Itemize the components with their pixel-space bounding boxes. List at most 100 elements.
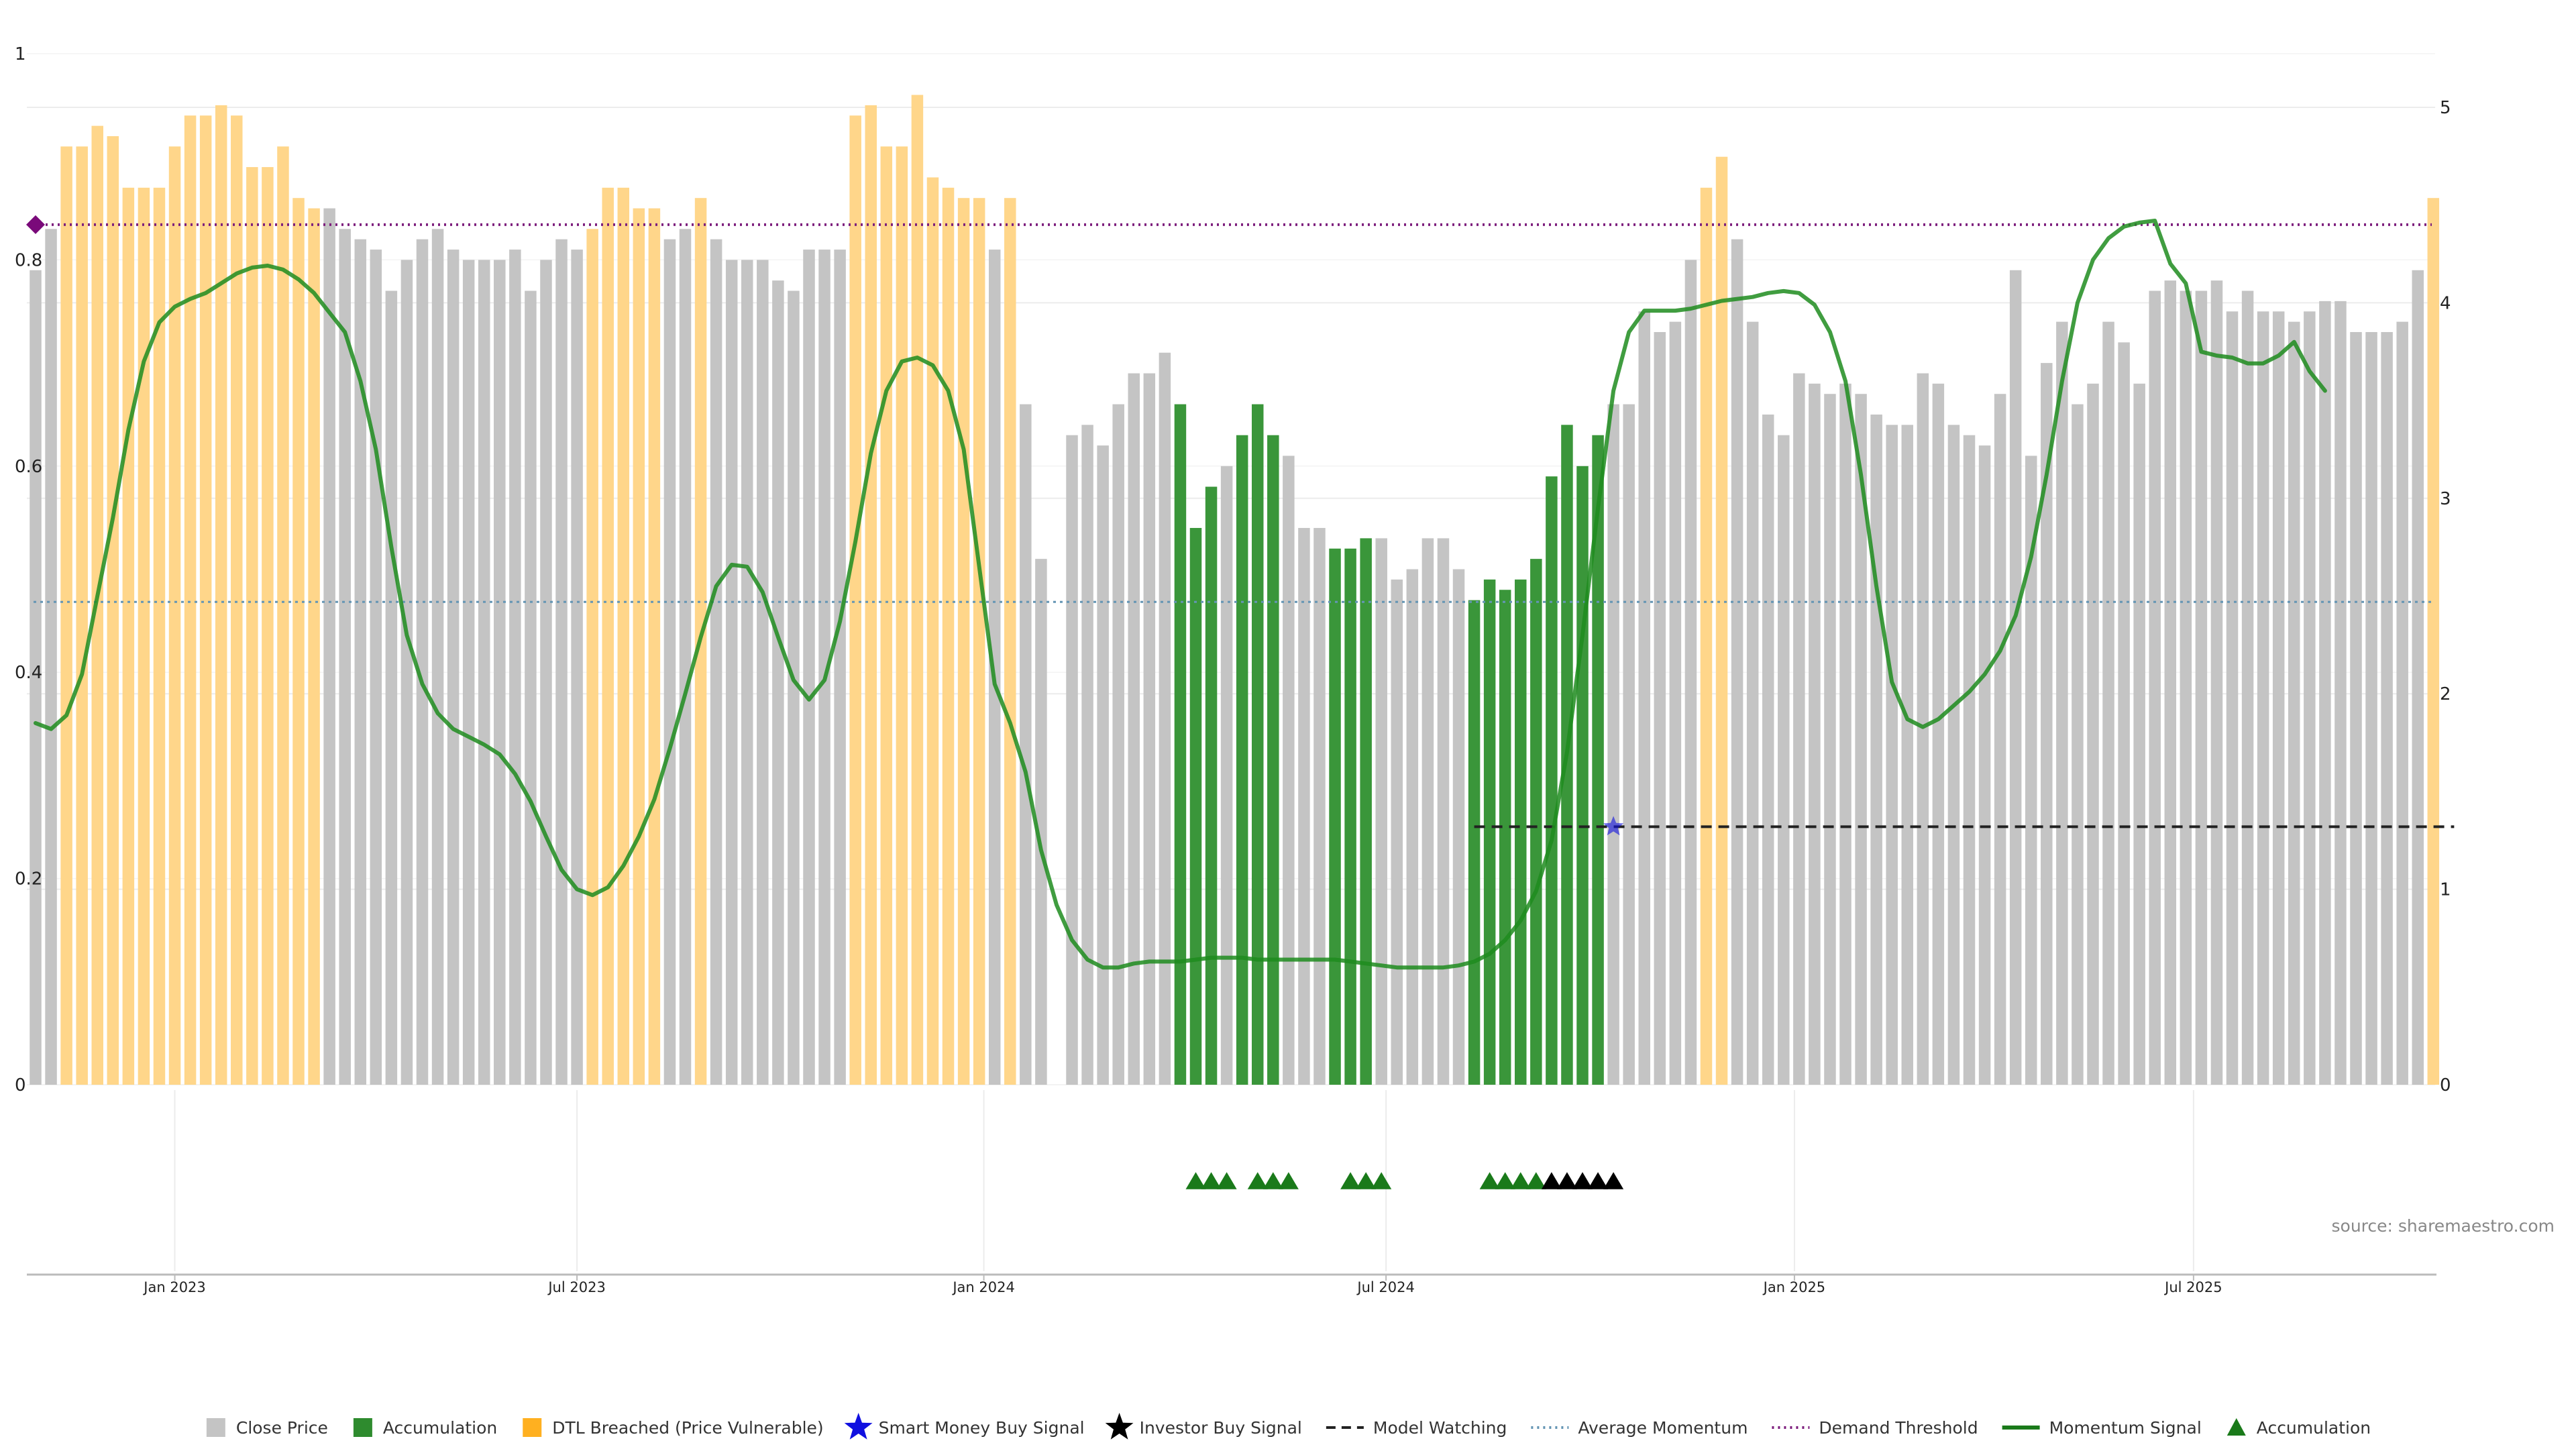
source-label: source: sharemaestro.com: [2332, 1216, 2555, 1236]
smart-money-buy-star: [1603, 816, 1624, 836]
legend-item: Investor Buy Signal: [1105, 1413, 1302, 1440]
investor-buy-marker: [1556, 1172, 1577, 1189]
left-axis-tick-label: 0.8: [15, 250, 42, 270]
legend-item: Model Watching: [1326, 1418, 1507, 1438]
close-price-bar: [1020, 404, 1032, 1085]
close-price-bar: [1081, 425, 1093, 1085]
close-price-bar: [1963, 435, 1976, 1085]
close-price-bar: [834, 250, 846, 1085]
close-price-bar: [741, 260, 753, 1085]
accumulation-bar: [1189, 528, 1202, 1085]
close-price-bar: [509, 250, 521, 1085]
dtl-breached-bar: [911, 95, 924, 1085]
close-price-bar: [1452, 569, 1465, 1085]
close-price-bar: [2041, 363, 2053, 1085]
dtl-breached-bar: [602, 187, 614, 1085]
close-price-bar: [2412, 270, 2424, 1085]
close-price-bar: [447, 250, 460, 1085]
close-price-bar: [679, 229, 692, 1085]
dtl-breached-bar: [648, 208, 661, 1085]
close-price-bar: [1066, 435, 1078, 1085]
close-price-bar: [2226, 311, 2239, 1085]
accumulation-bar: [1530, 559, 1542, 1085]
close-price-bar: [1917, 373, 1929, 1085]
close-price-bar: [2180, 290, 2192, 1085]
legend-triangle-icon: [2226, 1418, 2246, 1436]
accumulation-triangle: [1247, 1172, 1268, 1189]
right-axis-tick-label: 0: [2440, 1075, 2451, 1095]
close-price-bar: [494, 260, 506, 1085]
close-price-bar: [725, 260, 738, 1085]
close-price-bar: [1947, 425, 1960, 1085]
close-price-bar: [431, 229, 444, 1085]
legend-item: Demand Threshold: [1772, 1418, 1978, 1438]
close-price-bar: [2149, 290, 2161, 1085]
accumulation-bar: [1576, 466, 1589, 1085]
dtl-breached-bar: [277, 146, 289, 1085]
close-price-bar: [2365, 331, 2377, 1085]
close-price-bar: [2118, 342, 2130, 1085]
accumulation-bar: [1329, 548, 1341, 1085]
dtl-breached-bar: [942, 187, 955, 1085]
close-price-bar: [1112, 404, 1124, 1085]
x-axis-tick-label: Jul 2023: [547, 1279, 605, 1295]
right-axis-tick-label: 2: [2440, 684, 2451, 704]
accumulation-bar: [1499, 590, 1511, 1085]
investor-buy-marker: [1541, 1172, 1562, 1189]
legend-swatch: [353, 1418, 372, 1437]
close-price-bar: [710, 239, 722, 1085]
close-price-bar: [30, 270, 42, 1085]
close-price-bar: [2072, 404, 2084, 1085]
accumulation-triangle: [1278, 1172, 1299, 1189]
x-axis-tick-label: Jan 2025: [1762, 1279, 1826, 1295]
legend-label: Model Watching: [1373, 1418, 1507, 1438]
accumulation-triangle: [1495, 1172, 1515, 1189]
close-price-bar: [1623, 404, 1635, 1085]
legend-item: Smart Money Buy Signal: [844, 1413, 1085, 1440]
accumulation-bar: [1515, 579, 1527, 1085]
accumulation-triangle: [1201, 1172, 1222, 1189]
x-axis-tick-label: Jul 2024: [1356, 1279, 1414, 1295]
close-price-bar: [2272, 311, 2285, 1085]
dtl-breached-bar: [246, 167, 258, 1085]
legend-star-icon: [1105, 1413, 1134, 1440]
close-price-bar: [1035, 559, 1047, 1085]
close-price-bar: [2087, 383, 2099, 1085]
accumulation-bar: [1251, 404, 1264, 1085]
x-axis-tick-label: Jan 2024: [951, 1279, 1015, 1295]
close-price-bar: [1143, 373, 1156, 1085]
accumulation-triangle: [1216, 1172, 1237, 1189]
accumulation-bar: [1267, 435, 1279, 1085]
close-price-bar: [788, 290, 800, 1085]
close-price-bar: [370, 250, 382, 1085]
dtl-breached-bar: [184, 115, 197, 1085]
close-price-bar: [1391, 579, 1403, 1085]
legend-label: Smart Money Buy Signal: [879, 1418, 1085, 1438]
close-price-bar: [323, 208, 335, 1085]
dtl-breached-bar: [957, 198, 970, 1085]
accumulation-triangle: [1263, 1172, 1283, 1189]
legend-label: Demand Threshold: [1819, 1418, 1978, 1438]
close-price-bar: [1669, 321, 1682, 1085]
close-price-bar: [1762, 414, 1774, 1085]
close-price-bar: [663, 239, 676, 1085]
close-price-bar: [571, 250, 583, 1085]
legend-item: Accumulation: [353, 1418, 497, 1438]
left-axis-tick-label: 0: [15, 1075, 26, 1095]
close-price-bar: [2210, 280, 2223, 1085]
close-price-bar: [1298, 528, 1310, 1085]
close-price-bar: [803, 250, 815, 1085]
close-price-bar: [2133, 383, 2145, 1085]
left-axis-tick-label: 0.6: [15, 457, 42, 477]
dtl-breached-bar: [586, 229, 598, 1085]
close-price-bar: [2350, 331, 2362, 1085]
x-axis-tick-label: Jul 2025: [2163, 1279, 2222, 1295]
legend-label: Accumulation: [2257, 1418, 2371, 1438]
dtl-breached-bar: [849, 115, 861, 1085]
dtl-breached-bar: [1715, 156, 1728, 1085]
close-price-bar: [1638, 311, 1650, 1085]
dtl-breached-bar: [60, 146, 72, 1085]
x-axis-tick-label: Jan 2023: [142, 1279, 206, 1295]
dtl-breached-bar: [153, 187, 166, 1085]
